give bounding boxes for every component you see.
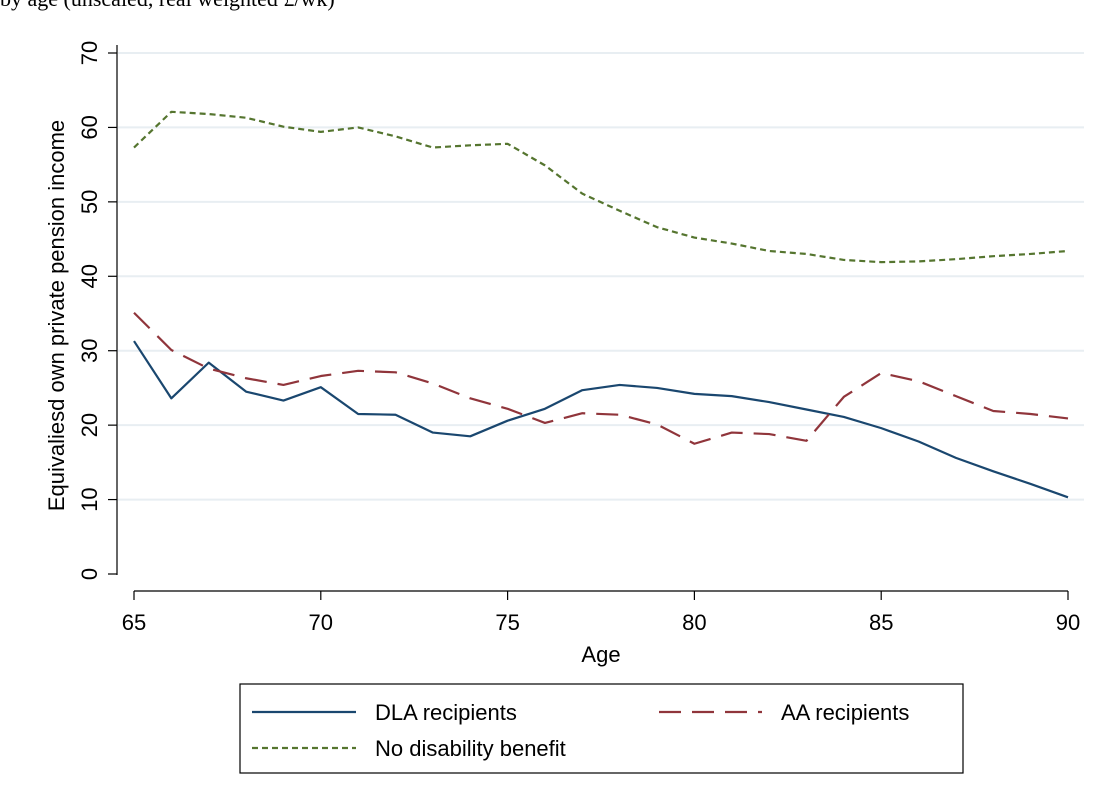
- x-ticks: 65 70 75 80 85 90: [122, 591, 1080, 635]
- y-axis-label: Equivaliesd own private pension income: [44, 120, 69, 511]
- axes: [116, 45, 1068, 592]
- y-ticks: 0 10 20 30 40 50 60 70: [77, 41, 117, 580]
- series-line-dla-recipients: [133, 340, 1069, 499]
- x-axis-label: Age: [581, 642, 620, 667]
- legend: DLA recipients AA recipients No disability…: [239, 683, 964, 774]
- y-tick-label: 50: [77, 190, 102, 214]
- legend-label: AA recipients: [781, 700, 909, 725]
- gridlines: [118, 52, 1084, 501]
- y-tick-label: 70: [77, 41, 102, 65]
- chart-title-fragment: by age (unscaled, real weighted £/wk): [0, 0, 335, 12]
- x-tick-label: 70: [309, 610, 333, 635]
- x-tick-label: 75: [495, 610, 519, 635]
- x-tick-label: 85: [869, 610, 893, 635]
- legend-label: No disability benefit: [375, 736, 566, 761]
- y-tick-label: 20: [77, 413, 102, 437]
- y-tick-label: 30: [77, 338, 102, 362]
- series-line-aa-recipients: [133, 311, 1069, 445]
- x-tick-label: 80: [682, 610, 706, 635]
- y-tick-label: 10: [77, 487, 102, 511]
- legend-label: DLA recipients: [375, 700, 517, 725]
- x-tick-label: 65: [122, 610, 146, 635]
- legend-box: [239, 683, 964, 774]
- series-lines: [133, 110, 1069, 499]
- y-tick-label: 0: [77, 568, 102, 580]
- x-tick-label: 90: [1056, 610, 1080, 635]
- y-tick-label: 60: [77, 115, 102, 139]
- y-tick-label: 40: [77, 264, 102, 288]
- series-line-no-disability-benefit: [133, 110, 1069, 264]
